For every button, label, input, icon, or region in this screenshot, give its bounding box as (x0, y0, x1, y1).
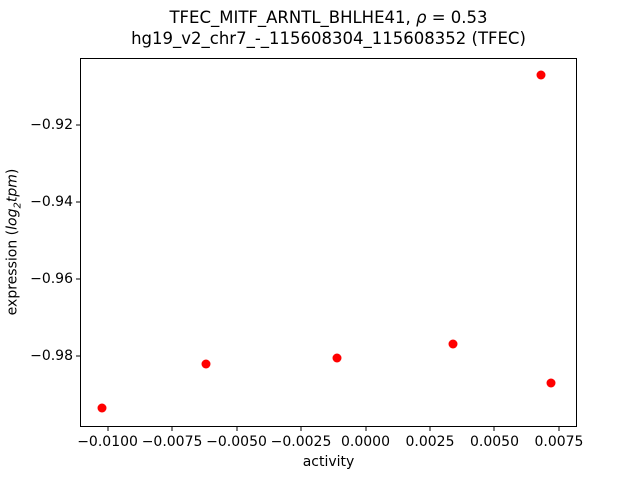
x-tick (365, 427, 366, 431)
y-axis-label: expression (log2tpm) (5, 169, 24, 316)
x-tick (236, 427, 238, 431)
y-tick-label: −0.96 (30, 270, 73, 287)
rho-symbol: ρ (416, 8, 427, 27)
x-tick-label: −0.0050 (206, 434, 267, 450)
chart-title-line1: TFEC_MITF_ARNTL_BHLHE41, ρ = 0.53 (80, 7, 577, 28)
x-tick (171, 427, 173, 431)
scatter-point (536, 70, 546, 80)
x-tick-label: 0.0075 (534, 434, 584, 450)
y-tick-label: −0.98 (30, 348, 73, 365)
ylabel-suffix: ) (4, 168, 21, 175)
y-tick (76, 201, 80, 203)
x-tick (558, 427, 560, 431)
scatter-point (546, 378, 556, 388)
y-tick (76, 124, 80, 126)
scatter-point (97, 403, 107, 413)
y-tick (76, 278, 80, 280)
x-tick (107, 427, 109, 431)
scatter-point (332, 353, 342, 363)
x-tick-label: −0.0075 (141, 434, 203, 450)
x-tick-label: 0.0050 (469, 434, 519, 450)
x-tick (300, 427, 302, 431)
x-axis-label: activity (302, 454, 355, 470)
x-tick-label: 0.0025 (405, 434, 455, 450)
x-tick-label: −0.0100 (77, 434, 138, 450)
x-tick (429, 427, 431, 431)
y-tick-label: −0.92 (30, 116, 73, 133)
chart-subtitle: hg19_v2_chr7_-_115608304_115608352 (TFEC… (131, 29, 526, 48)
scatter-point (448, 339, 458, 349)
ylabel-prefix: expression ( (4, 229, 21, 316)
ylabel-log-base: 2 (12, 202, 24, 209)
x-tick-label: 0.0000 (341, 434, 390, 450)
scatter-point (201, 359, 211, 369)
x-tick-label: −0.0025 (270, 434, 332, 450)
y-tick (76, 355, 80, 357)
title-prefix: TFEC_MITF_ARNTL_BHLHE41, (169, 8, 416, 27)
ylabel-tpm: tpm (4, 174, 21, 203)
title-rho-value: = 0.53 (426, 8, 488, 27)
x-tick (493, 427, 495, 431)
ylabel-log: log (4, 208, 21, 230)
y-tick-label: −0.94 (30, 193, 73, 210)
plot-area: −0.0100 −0.0075 −0.0050 −0.0025 0.0000 0.0025… (30, 58, 583, 450)
chart-title: TFEC_MITF_ARNTL_BHLHE41, ρ = 0.53 hg19_v… (80, 7, 577, 49)
